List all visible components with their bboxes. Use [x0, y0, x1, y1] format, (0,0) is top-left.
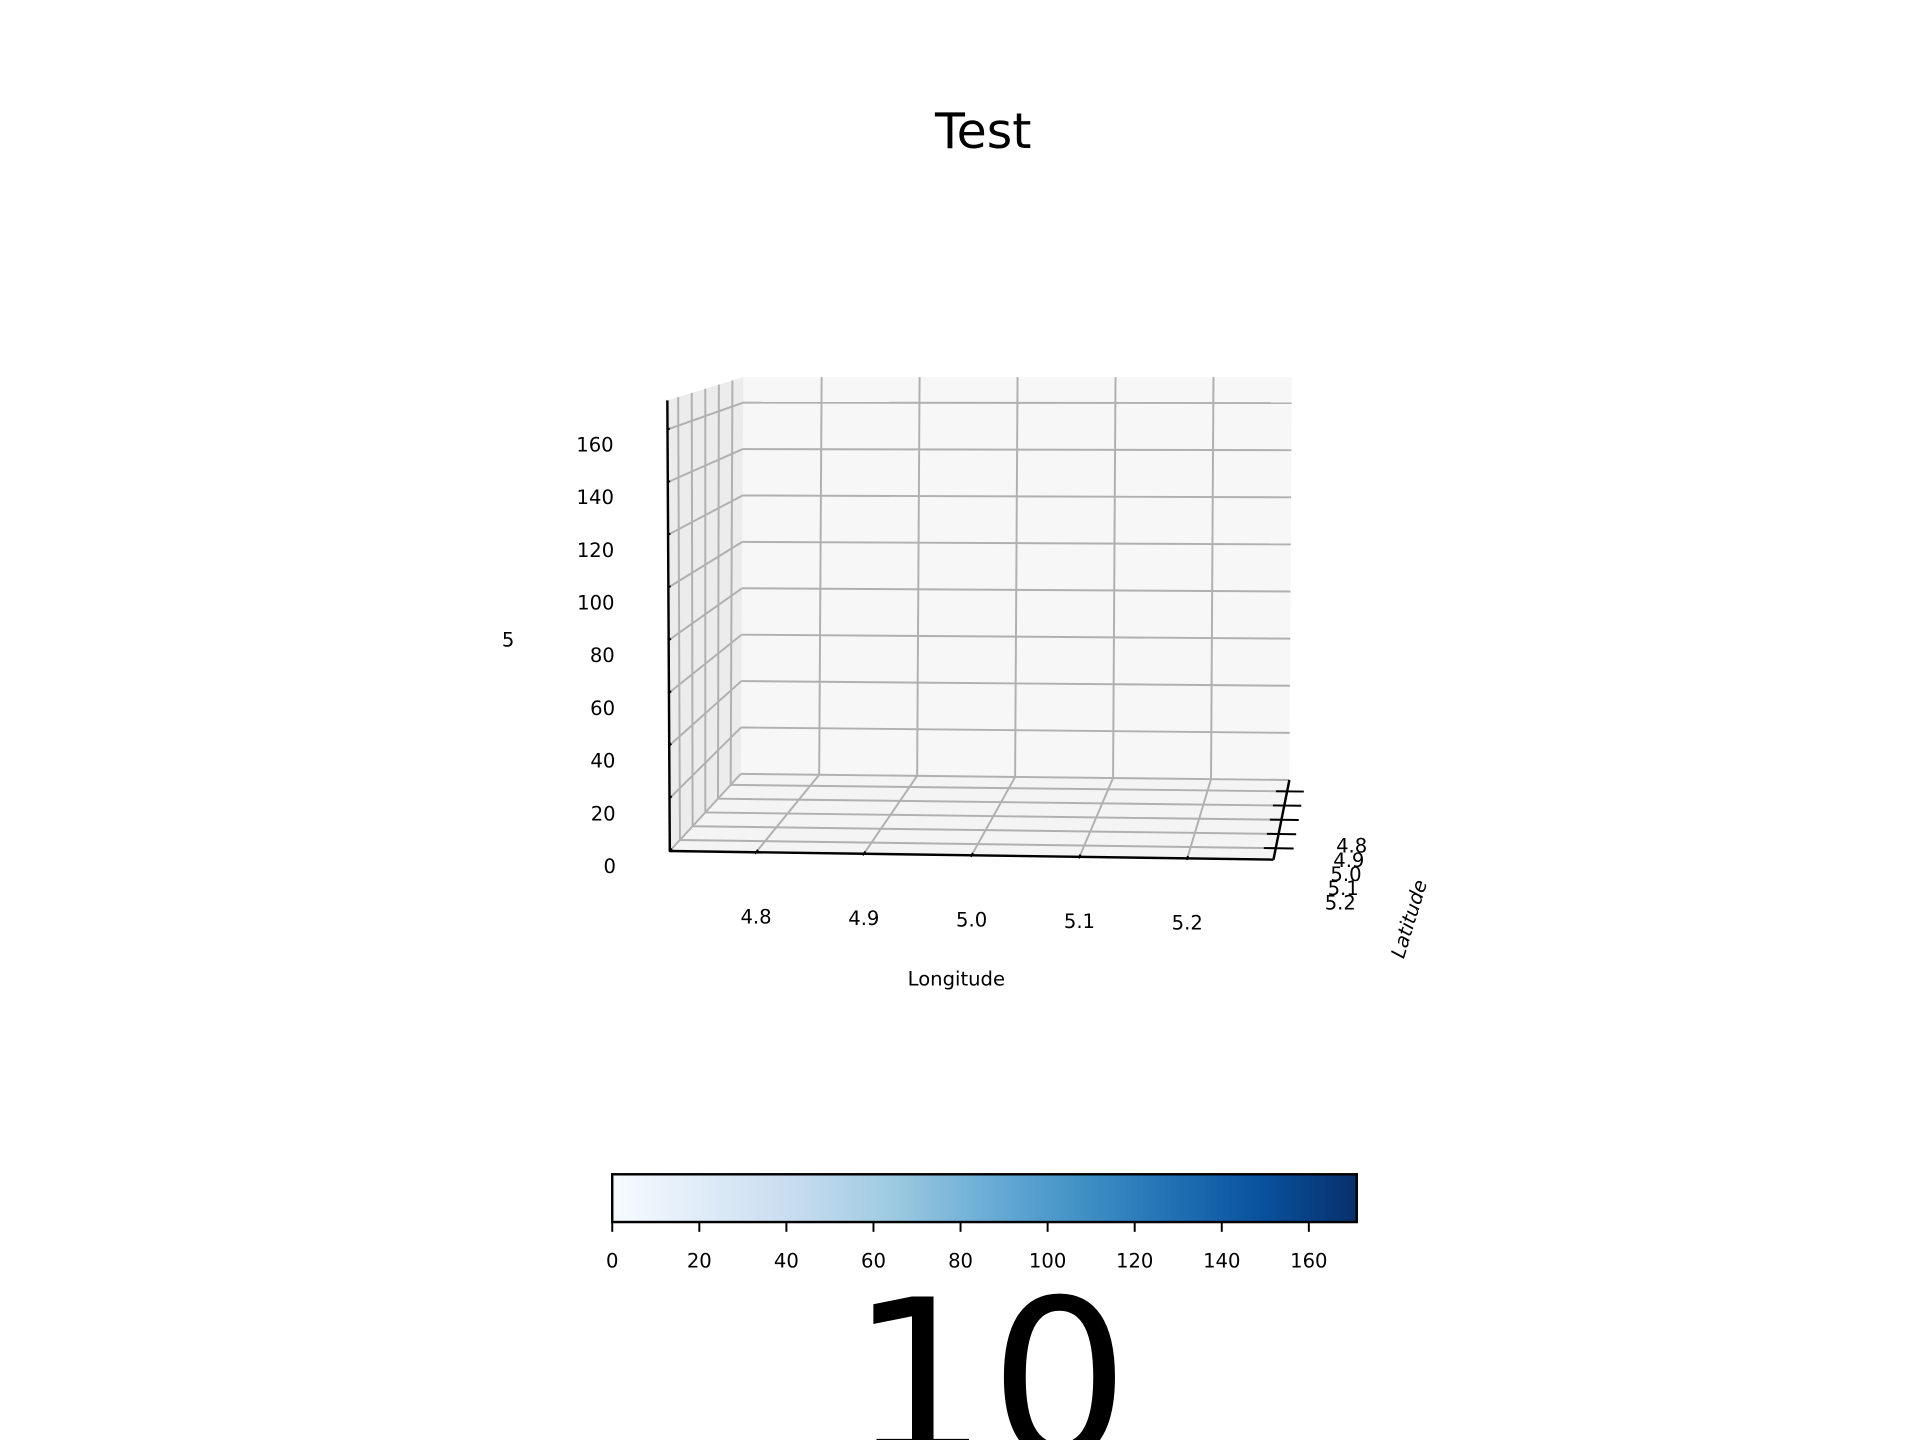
y-axis-label: Latitude — [1387, 877, 1433, 961]
grid-line — [667, 494, 743, 536]
z-tick-label: 160 — [576, 433, 613, 456]
colorbar-label: 10 — [849, 1252, 1129, 1440]
z-axis-label: 5 — [502, 629, 514, 652]
x-axis-line — [669, 849, 1274, 861]
y-tick-label: 4.9 — [1333, 849, 1364, 872]
y-tick-label: 5.0 — [1330, 863, 1361, 886]
grid-line — [818, 377, 823, 775]
grid-line — [668, 633, 743, 694]
grid-line — [705, 811, 1282, 821]
z-tick-label: 80 — [590, 644, 615, 667]
grid-line — [742, 494, 1292, 499]
x-tick-label: 5.0 — [956, 908, 987, 931]
y-axis-line — [1272, 779, 1291, 860]
y-tick-label: 5.1 — [1328, 877, 1359, 900]
grid-line — [742, 448, 1292, 452]
z-tick-label: 40 — [590, 750, 615, 773]
colorbar-tick-label: 80 — [948, 1249, 973, 1272]
grid-line — [916, 377, 921, 776]
grid-line — [717, 384, 720, 799]
y-tick-label: 5.2 — [1325, 891, 1356, 914]
colorbar-tick-label: 20 — [687, 1249, 712, 1272]
colorbar-tick-label: 100 — [1029, 1249, 1066, 1272]
grid-line — [669, 773, 742, 852]
y-tick-label: 4.8 — [1336, 835, 1367, 858]
grid-line — [741, 587, 1291, 593]
colorbar-tick-label: 120 — [1116, 1249, 1153, 1272]
grid-line — [668, 587, 743, 642]
grid-line — [679, 839, 1276, 850]
grid-line — [717, 797, 1285, 807]
grid-line — [667, 448, 744, 483]
z-tick-label: 0 — [603, 855, 615, 878]
grid-line — [741, 680, 1290, 687]
grid-line — [741, 726, 1290, 734]
colorbar — [611, 1173, 1358, 1224]
x-tick-label: 5.1 — [1064, 910, 1095, 933]
x-tick-label: 4.8 — [740, 905, 771, 928]
z-tick-label: 140 — [577, 486, 614, 509]
chart-title: Test — [934, 103, 1031, 160]
colorbar-tick-label: 140 — [1203, 1249, 1240, 1272]
grid-line — [729, 380, 734, 785]
grid-line — [668, 680, 743, 747]
grid-line — [667, 401, 744, 431]
colorbar-tick-label: 40 — [774, 1249, 799, 1272]
grid-line — [668, 726, 742, 800]
grid-line — [690, 392, 694, 827]
grid-line — [730, 783, 1288, 793]
grid-line — [1014, 377, 1019, 777]
grid-line — [741, 633, 1291, 640]
x-axis-label: Longitude — [908, 968, 1005, 991]
colorbar-tick-label: 160 — [1290, 1249, 1327, 1272]
colorbar-tick-label: 0 — [606, 1249, 618, 1272]
grid-line — [692, 825, 1279, 835]
z-axis-line — [666, 400, 672, 852]
colorbar-tick-label: 60 — [861, 1249, 886, 1272]
z-tick-label: 120 — [577, 539, 614, 562]
grid-line — [667, 541, 743, 589]
grid-line — [677, 397, 681, 841]
grid-line — [1112, 377, 1117, 779]
grid-line — [742, 540, 1291, 546]
x-tick-label: 4.9 — [848, 907, 879, 930]
z-tick-label: 100 — [577, 592, 614, 615]
grid-line — [1210, 377, 1215, 780]
z-tick-label: 60 — [590, 697, 615, 720]
grid-line — [740, 772, 1290, 781]
z-tick-label: 20 — [591, 802, 616, 825]
x-tick-label: 5.2 — [1172, 911, 1203, 934]
